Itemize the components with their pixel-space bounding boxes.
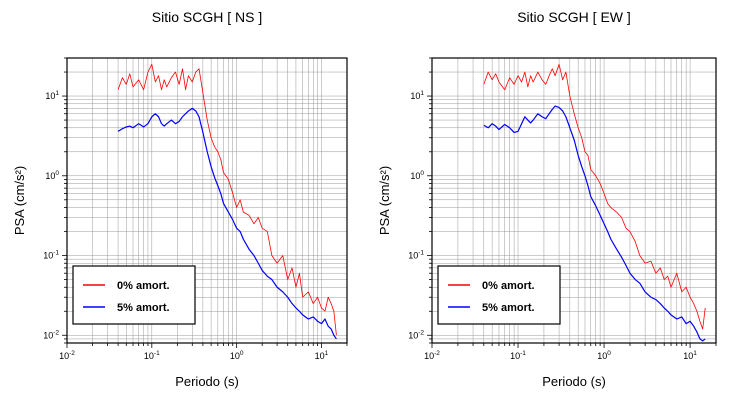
x-tick-label: 10-1: [510, 350, 526, 361]
y-tick-label: 101: [45, 90, 59, 101]
chart-title: Sitio SCGH [ EW ]: [517, 9, 631, 25]
x-axis-label: Periodo (s): [542, 374, 606, 389]
y-tick-label: 10-1: [408, 250, 424, 261]
y-tick-base: 10: [408, 251, 418, 261]
y-tick-base: 10: [43, 251, 53, 261]
y-tick-exponent: -2: [53, 329, 59, 336]
y-tick-label: 100: [45, 170, 59, 181]
y-tick-base: 10: [45, 171, 55, 181]
x-tick-base: 10: [510, 351, 520, 361]
y-tick-exponent: -2: [418, 329, 424, 336]
x-tick-base: 10: [597, 351, 607, 361]
x-tick-label: 100: [230, 350, 244, 361]
y-tick-exponent: 1: [55, 90, 59, 97]
x-tick-label: 10-2: [59, 350, 75, 361]
x-tick-label: 101: [683, 350, 697, 361]
y-tick-exponent: -1: [53, 250, 59, 257]
x-tick-label: 10-2: [424, 350, 440, 361]
x-tick-base: 10: [315, 351, 325, 361]
legend-label-amort-0: 0% amort.: [482, 280, 535, 292]
legend: 0% amort. 5% amort.: [438, 266, 560, 324]
x-tick-exponent: -2: [434, 350, 440, 357]
chart-title: Sitio SCGH [ NS ]: [152, 9, 262, 25]
x-tick-exponent: -1: [154, 350, 160, 357]
x-tick-exponent: -1: [520, 350, 526, 357]
y-tick-base: 10: [408, 330, 418, 340]
legend-label-amort-5: 5% amort.: [117, 302, 170, 314]
y-tick-exponent: -1: [418, 250, 424, 257]
x-tick-exponent: 1: [693, 350, 697, 357]
y-tick-base: 10: [410, 91, 420, 101]
x-tick-exponent: 0: [607, 350, 611, 357]
y-tick-exponent: 0: [55, 170, 59, 177]
y-tick-exponent: 1: [420, 90, 424, 97]
legend: 0% amort. 5% amort.: [73, 266, 195, 324]
y-tick-base: 10: [45, 91, 55, 101]
legend-label-amort-5: 5% amort.: [482, 302, 535, 314]
x-tick-base: 10: [683, 351, 693, 361]
y-tick-label: 101: [410, 90, 424, 101]
y-tick-base: 10: [43, 330, 53, 340]
y-axis-label: PSA (cm/s²): [12, 166, 27, 235]
y-tick-label: 10-1: [43, 250, 59, 261]
x-tick-base: 10: [424, 351, 434, 361]
x-tick-exponent: 0: [240, 350, 244, 357]
x-tick-label: 100: [597, 350, 611, 361]
y-tick-base: 10: [410, 171, 420, 181]
x-tick-label: 10-1: [144, 350, 160, 361]
x-tick-base: 10: [144, 351, 154, 361]
x-tick-base: 10: [59, 351, 69, 361]
x-tick-exponent: -2: [69, 350, 75, 357]
legend-label-amort-0: 0% amort.: [117, 280, 170, 292]
y-tick-exponent: 0: [420, 170, 424, 177]
y-tick-label: 10-2: [43, 329, 59, 340]
x-tick-label: 101: [315, 350, 329, 361]
x-tick-exponent: 1: [325, 350, 329, 357]
legend-box: [438, 266, 560, 324]
y-tick-label: 100: [410, 170, 424, 181]
legend-box: [73, 266, 195, 324]
x-axis-label: Periodo (s): [175, 374, 239, 389]
y-axis-label: PSA (cm/s²): [377, 166, 392, 235]
y-tick-label: 10-2: [408, 329, 424, 340]
x-tick-base: 10: [230, 351, 240, 361]
